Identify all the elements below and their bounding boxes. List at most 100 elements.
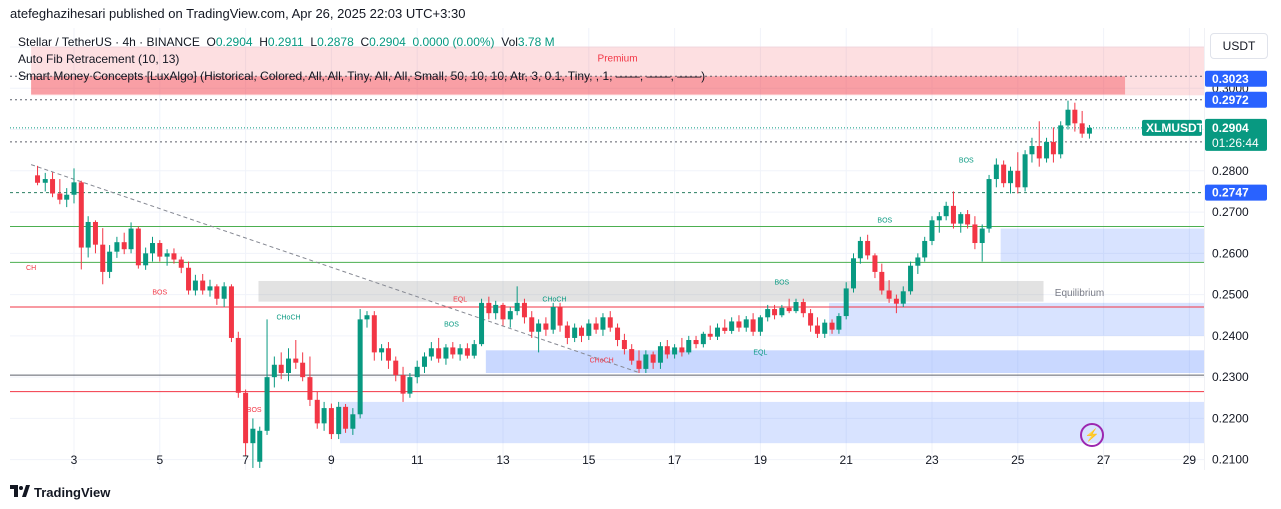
candle-body [321, 408, 327, 424]
time-tick-label: 9 [328, 453, 335, 467]
zone-label: Premium [598, 54, 638, 65]
time-tick-label: 11 [411, 453, 424, 467]
candle-body [922, 240, 928, 258]
candle-body [214, 286, 220, 299]
candle-body [364, 315, 370, 320]
candle-body [793, 302, 799, 312]
candle-body [972, 224, 978, 244]
time-axis: 3 5 7 9 11 13 15 17 19 21 23 25 27 29 [71, 453, 1197, 467]
candle-body [943, 205, 949, 217]
candle-body [600, 317, 606, 330]
candle-body [529, 317, 535, 332]
candle-body [314, 399, 320, 424]
last-price-text: 0.2904 [1212, 121, 1249, 135]
candle-body [379, 348, 385, 353]
structure-label: BOS [247, 407, 262, 414]
chart-background [10, 28, 1204, 470]
candle-body [336, 406, 342, 435]
candle-body [908, 265, 914, 292]
candle-body [500, 304, 506, 320]
candle-body [629, 349, 635, 361]
candle-body [164, 253, 170, 257]
candle-body [1022, 154, 1028, 188]
candle-body [579, 327, 585, 336]
candle-body [607, 317, 613, 328]
legend-low: 0.2878 [317, 35, 354, 49]
candle-body [1008, 170, 1014, 184]
time-tick-label: 25 [1011, 453, 1025, 467]
zone-box [485, 350, 1204, 374]
legend-ohlc-row: Stellar / TetherUS · 4h · BINANCE O0.290… [18, 34, 705, 51]
candle-body [300, 362, 306, 378]
candle-body [278, 364, 284, 374]
zone-box [1000, 228, 1204, 262]
structure-label: BOS [877, 217, 892, 224]
candle-body [715, 327, 720, 337]
legend-volume-label: Vol [501, 35, 518, 49]
candle-body [729, 321, 735, 331]
candle-body [643, 354, 649, 369]
time-tick-label: 21 [840, 453, 854, 467]
price-tag-text: 0.2747 [1212, 186, 1249, 200]
price-tick-label: 0.2100 [1212, 453, 1249, 467]
candle-body [1072, 109, 1078, 124]
candle-body [929, 220, 935, 241]
price-tag-bg [1205, 91, 1267, 108]
price-tick-label: 0.2600 [1212, 246, 1249, 260]
candle-body [886, 290, 892, 299]
candle-body [35, 175, 41, 183]
time-tick-label: 7 [242, 453, 249, 467]
candle-body [1036, 146, 1042, 159]
time-tick-label: 5 [156, 453, 163, 467]
candle-body [1086, 127, 1092, 134]
candle-body [822, 322, 828, 334]
candle-body [464, 348, 470, 356]
lightning-icon[interactable]: ⚡ [1080, 423, 1104, 447]
structure-label: BOS [959, 158, 974, 165]
legend-open: 0.2904 [215, 35, 253, 49]
candle-body [264, 377, 270, 431]
candle-body [1044, 141, 1050, 159]
legend-close: 0.2904 [369, 35, 406, 49]
legend-symbol[interactable]: Stellar / TetherUS · 4h · BINANCE [18, 35, 200, 49]
candle-body [850, 258, 856, 289]
candle-body [178, 259, 184, 268]
indicator-fib[interactable]: Auto Fib Retracement (10, 13) [18, 52, 180, 66]
price-tag-text: 0.3023 [1212, 72, 1249, 86]
zone-box [258, 280, 1044, 302]
candle-body [808, 313, 814, 326]
candle-body [757, 317, 763, 332]
tradingview-brand[interactable]: TradingView [10, 484, 110, 500]
candle-body [135, 228, 141, 266]
structure-labels: CH BOS CHoCH BOS BOS EQL CHoCH CHoCH BOS EQL BOS BO… [26, 158, 974, 415]
candle-body [1001, 164, 1007, 184]
time-tick-label: 3 [71, 453, 78, 467]
candle-body [486, 302, 492, 314]
candle-body [736, 321, 742, 328]
zone-box [829, 302, 1204, 336]
price-tick-label: 0.2500 [1212, 288, 1249, 302]
price-tick-label: 0.2400 [1212, 329, 1249, 343]
candle-body [421, 356, 427, 367]
time-tick-label: 19 [754, 453, 768, 467]
currency-button[interactable]: USDT [1210, 33, 1268, 59]
structure-label: EQL [453, 297, 467, 304]
candle-body [679, 347, 685, 353]
candle-body [979, 228, 985, 244]
time-tick-label: 15 [582, 453, 596, 467]
legend-close-label: C [360, 35, 370, 49]
structure-label: CH [26, 265, 36, 272]
candle-body [686, 340, 692, 353]
candle-body [192, 280, 198, 291]
candle-body [200, 280, 206, 291]
candle-body [1015, 170, 1021, 188]
candle-body [836, 316, 842, 330]
candle-body [865, 240, 871, 256]
indicator-smc[interactable]: Smart Money Concepts [LuxAlgo] (Historic… [18, 69, 706, 83]
candle-body [221, 286, 227, 299]
symbol-tag-text: XLMUSDT [1146, 121, 1204, 135]
price-axis[interactable]: 0.31000.30000.29000.28000.27000.26000.25… [1204, 28, 1281, 470]
candle-body [672, 347, 678, 355]
